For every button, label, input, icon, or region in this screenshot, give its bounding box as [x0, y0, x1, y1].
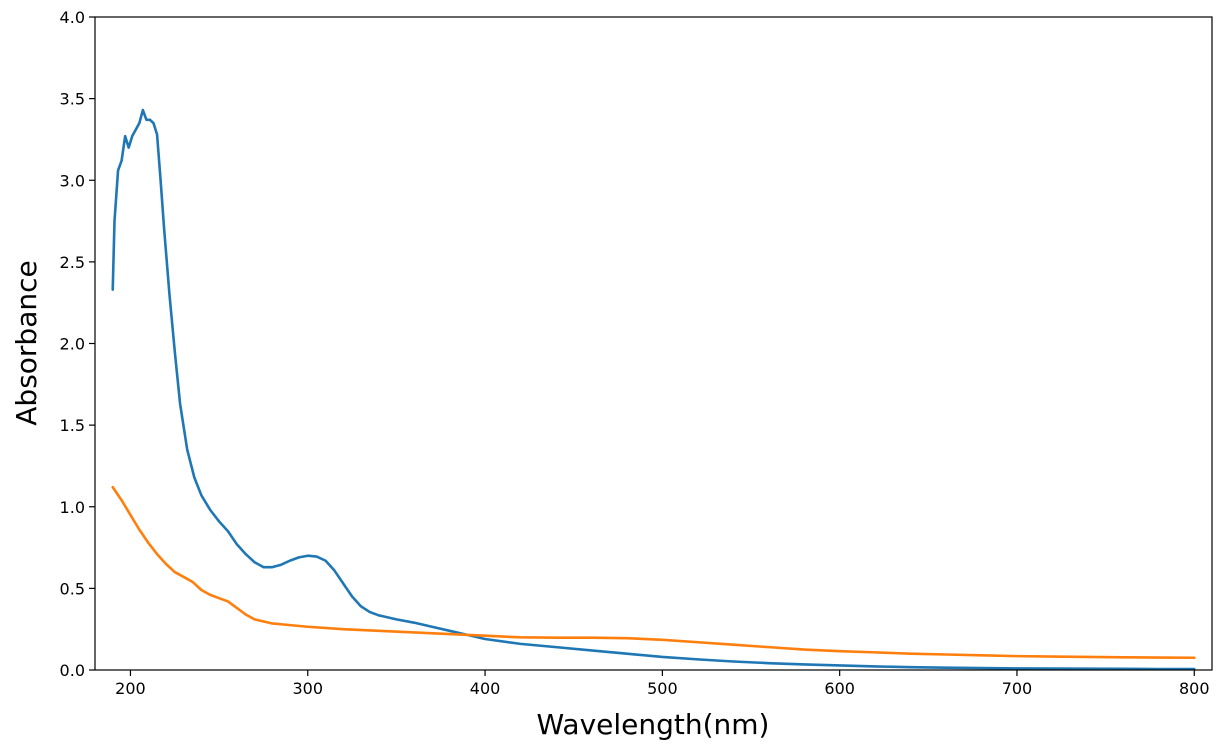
- y-tick-label: 2.5: [60, 253, 85, 272]
- x-tick-label: 400: [470, 679, 501, 698]
- y-tick-label: 0.0: [60, 661, 85, 680]
- x-tick-label: 200: [115, 679, 146, 698]
- line-series-1: [111, 108, 1196, 671]
- x-tick-label: 300: [292, 679, 323, 698]
- plot-area: [95, 17, 1212, 670]
- x-tick-label: 500: [647, 679, 678, 698]
- series-layer: [111, 108, 1196, 671]
- y-axis-title: Absorbance: [10, 260, 43, 425]
- x-axis-ticks: 200 300 400 500 600 700 800: [115, 670, 1210, 698]
- x-tick-label: 600: [824, 679, 855, 698]
- y-tick-label: 3.0: [60, 171, 85, 190]
- x-tick-label: 800: [1179, 679, 1210, 698]
- y-tick-label: 2.0: [60, 335, 85, 354]
- y-tick-label: 0.5: [60, 579, 85, 598]
- y-axis-ticks: 0.0 0.5 1.0 1.5 2.0 2.5 3.0 3.5 4.0: [60, 8, 95, 680]
- x-tick-label: 700: [1002, 679, 1033, 698]
- y-tick-label: 1.5: [60, 416, 85, 435]
- y-tick-label: 1.0: [60, 498, 85, 517]
- y-tick-label: 4.0: [60, 8, 85, 27]
- line-series-2: [111, 485, 1196, 660]
- y-tick-label: 3.5: [60, 90, 85, 109]
- x-axis-title: Wavelength(nm): [537, 708, 770, 741]
